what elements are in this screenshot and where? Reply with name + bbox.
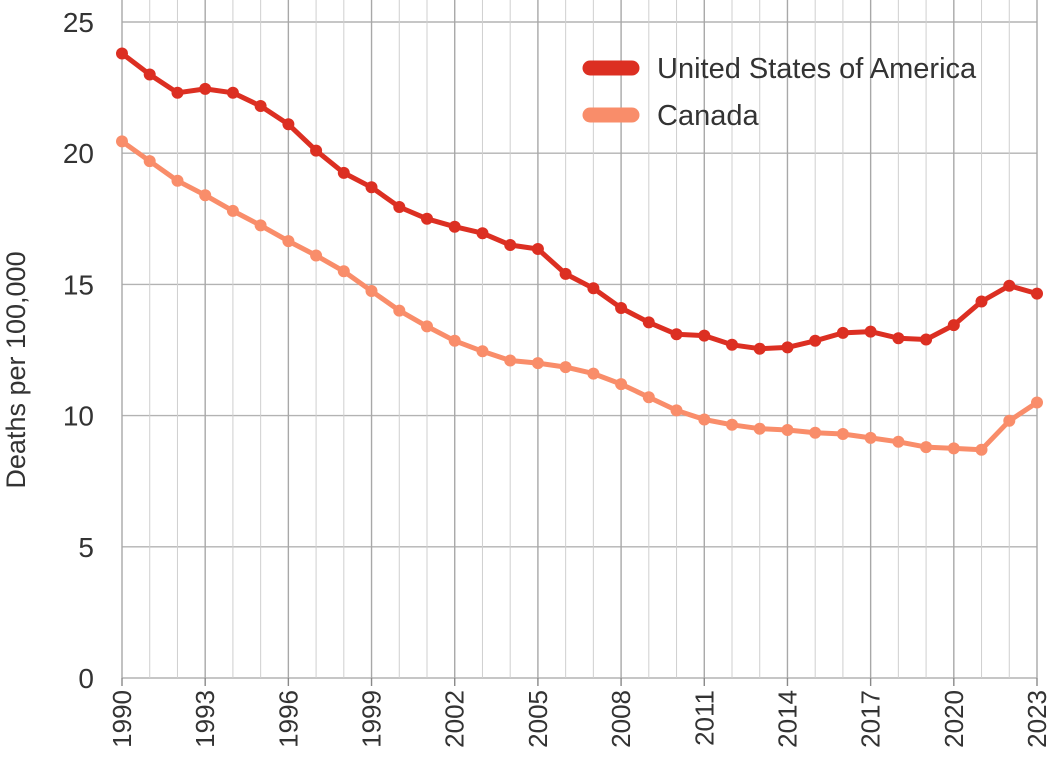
y-tick-label: 5 bbox=[78, 532, 94, 563]
usa-data-point bbox=[947, 319, 960, 332]
usa-data-point bbox=[365, 181, 378, 194]
usa-data-point bbox=[476, 227, 489, 240]
usa-data-point bbox=[393, 201, 406, 213]
usa-data-point bbox=[726, 338, 738, 351]
x-tick-label: 2005 bbox=[523, 690, 553, 748]
canada-data-point bbox=[920, 441, 933, 454]
usa-data-point bbox=[809, 334, 822, 347]
canada-data-point bbox=[143, 155, 156, 168]
canada-data-point bbox=[226, 204, 239, 217]
usa-data-point bbox=[226, 86, 239, 99]
usa-data-point bbox=[504, 239, 517, 251]
usa-data-point bbox=[781, 341, 794, 354]
usa-data-point bbox=[642, 316, 655, 329]
usa-data-point bbox=[143, 68, 156, 81]
canada-data-point bbox=[421, 320, 433, 333]
canada-data-point bbox=[199, 189, 212, 202]
canada-data-point bbox=[587, 367, 600, 380]
usa-data-point bbox=[864, 325, 877, 338]
usa-data-point bbox=[920, 333, 933, 346]
usa-data-point bbox=[254, 100, 267, 112]
canada-data-point bbox=[836, 428, 849, 440]
x-tick-label: 2023 bbox=[1022, 690, 1050, 748]
y-axis-title: Deaths per 100,000 bbox=[1, 251, 31, 488]
canada-data-point bbox=[171, 174, 184, 187]
y-tick-label: 25 bbox=[63, 7, 94, 38]
usa-data-point bbox=[337, 166, 350, 179]
usa-data-point bbox=[171, 86, 184, 99]
usa-data-point bbox=[448, 220, 461, 233]
canada-data-point bbox=[975, 443, 988, 456]
canada-data-point bbox=[670, 404, 683, 417]
usa-data-point bbox=[116, 47, 128, 60]
x-tick-label: 2002 bbox=[440, 690, 470, 748]
canada-data-point bbox=[642, 391, 655, 404]
canada-data-point bbox=[476, 345, 489, 358]
usa-data-point bbox=[698, 329, 711, 342]
usa-data-point bbox=[1003, 279, 1016, 292]
usa-data-point bbox=[559, 267, 572, 280]
canada-data-point bbox=[726, 418, 738, 431]
canada-data-point bbox=[1031, 396, 1043, 409]
usa-data-point bbox=[892, 332, 905, 345]
usa-data-point bbox=[615, 302, 628, 314]
canada-data-point bbox=[892, 435, 905, 448]
x-tick-label: 1996 bbox=[273, 690, 303, 748]
legend-label: United States of America bbox=[657, 53, 977, 85]
canada-data-point bbox=[781, 424, 794, 436]
canada-data-point bbox=[365, 285, 378, 297]
usa-data-point bbox=[310, 144, 323, 157]
y-tick-label: 20 bbox=[63, 138, 94, 169]
x-tick-label: 2020 bbox=[939, 690, 969, 748]
canada-series-line bbox=[119, 138, 1040, 453]
y-tick-label: 0 bbox=[78, 663, 94, 694]
canada-data-point bbox=[615, 378, 628, 391]
x-tick-label: 1993 bbox=[190, 690, 220, 748]
usa-data-point bbox=[587, 282, 600, 295]
x-tick-label: 1999 bbox=[357, 690, 387, 748]
canada-data-point bbox=[448, 334, 461, 347]
usa-data-point bbox=[531, 243, 544, 255]
canada-data-point bbox=[337, 265, 350, 278]
x-tick-label: 2017 bbox=[856, 690, 886, 748]
x-tick-label: 2011 bbox=[689, 690, 719, 746]
usa-data-point bbox=[670, 328, 683, 341]
usa-data-point bbox=[836, 326, 849, 339]
canada-data-point bbox=[504, 354, 517, 367]
canada-data-point bbox=[310, 249, 323, 262]
y-tick-label: 10 bbox=[63, 401, 94, 432]
x-tick-label: 1990 bbox=[107, 690, 137, 748]
canada-data-point bbox=[753, 422, 766, 435]
canada-data-point bbox=[393, 304, 406, 317]
canada-data-point bbox=[1003, 414, 1016, 427]
x-tick-label: 2008 bbox=[606, 690, 636, 748]
canada-data-point bbox=[559, 361, 572, 374]
canada-data-point bbox=[531, 357, 544, 370]
y-tick-label: 15 bbox=[63, 269, 94, 300]
usa-data-point bbox=[753, 342, 766, 355]
canada-data-point bbox=[947, 442, 960, 455]
x-tick-label: 2014 bbox=[772, 690, 802, 748]
canada-data-point bbox=[116, 135, 128, 148]
canada-data-point bbox=[282, 235, 295, 248]
usa-data-point bbox=[1031, 287, 1043, 300]
usa-data-point bbox=[199, 82, 212, 95]
legend-label: Canada bbox=[657, 100, 759, 132]
canada-data-point bbox=[864, 431, 877, 444]
usa-data-point bbox=[975, 295, 988, 308]
canada-data-point bbox=[254, 219, 267, 232]
canada-data-point bbox=[809, 426, 822, 439]
usa-series-line bbox=[119, 51, 1040, 352]
usa-data-point bbox=[421, 212, 433, 225]
canada-data-point bbox=[698, 413, 711, 426]
usa-data-point bbox=[282, 118, 295, 131]
